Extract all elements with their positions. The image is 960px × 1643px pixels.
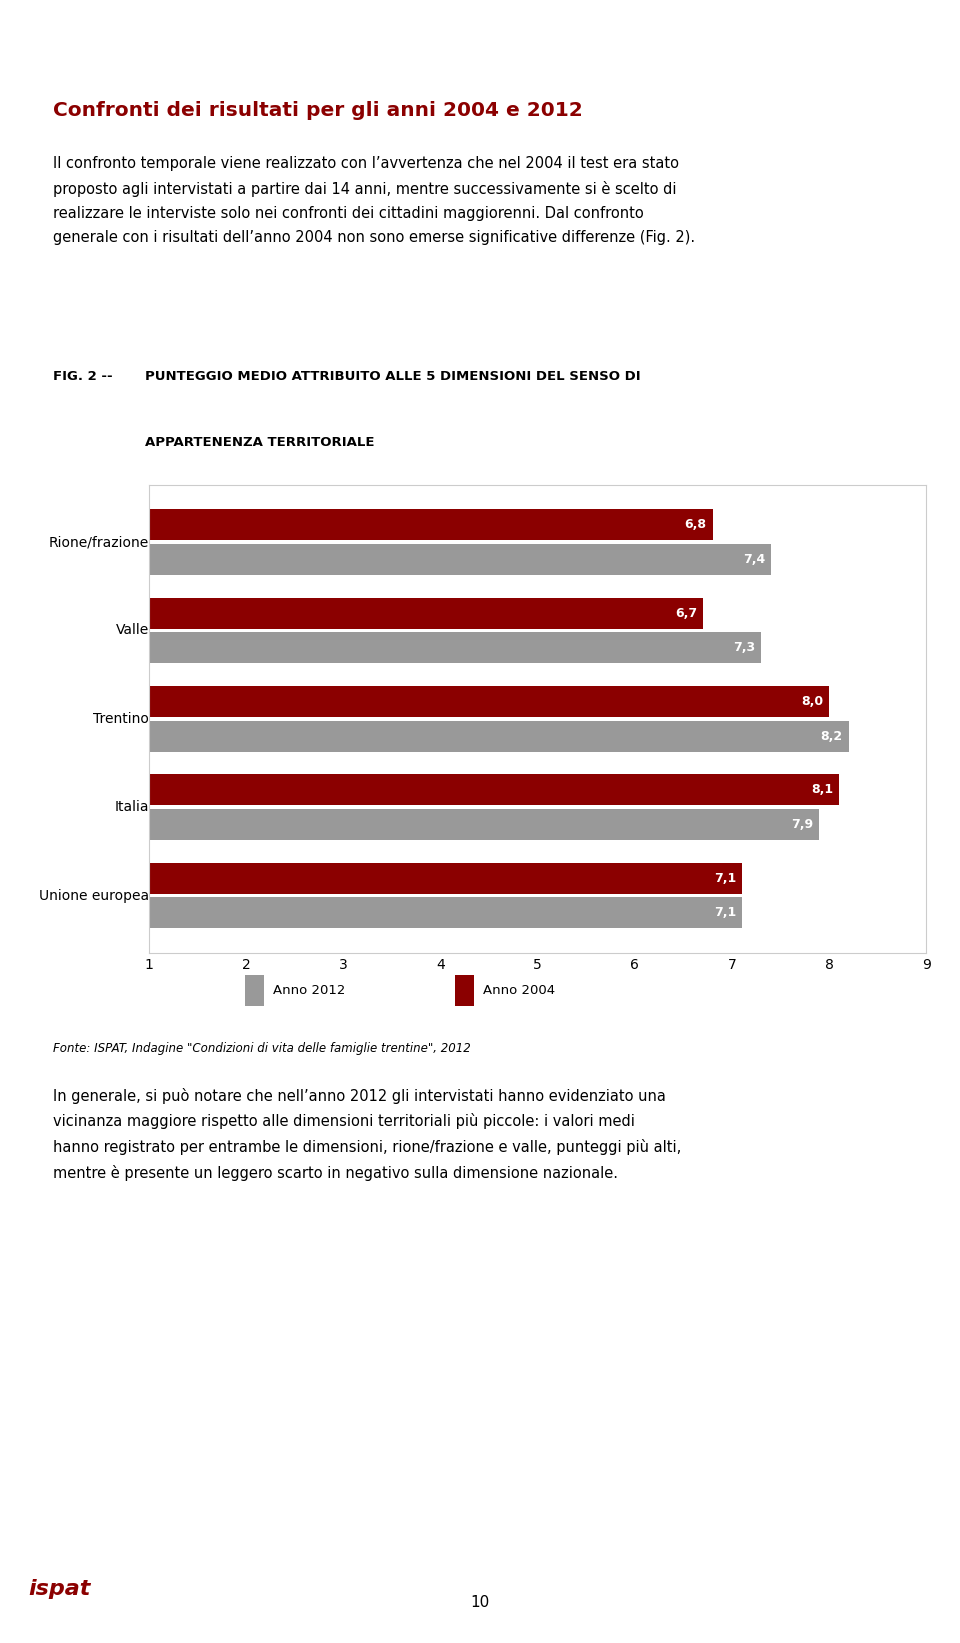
Text: 6,7: 6,7 [675,606,697,619]
Text: 6,8: 6,8 [684,519,707,531]
Text: 7,1: 7,1 [713,872,736,886]
Text: APPARTENENZA TERRITORIALE: APPARTENENZA TERRITORIALE [145,435,374,449]
Bar [245,976,264,1006]
Text: Unione europea: Unione europea [38,889,149,902]
Text: Anno 2004: Anno 2004 [483,984,555,997]
Bar [149,687,829,716]
Text: ispat: ispat [28,1579,90,1599]
Text: 8,2: 8,2 [821,729,843,743]
Text: Valle: Valle [115,623,149,637]
Bar [149,808,820,840]
Text: 8,0: 8,0 [802,695,824,708]
Text: 7,4: 7,4 [743,552,765,565]
Text: Il confronto temporale viene realizzato con l’avvertenza che nel 2004 il test er: Il confronto temporale viene realizzato … [53,156,695,245]
Text: Rione/frazione: Rione/frazione [49,536,149,549]
Bar [149,633,761,664]
Text: PUNTEGGIO MEDIO ATTRIBUITO ALLE 5 DIMENSIONI DEL SENSO DI: PUNTEGGIO MEDIO ATTRIBUITO ALLE 5 DIMENS… [145,370,640,383]
Bar [149,598,703,629]
Bar [149,721,849,751]
Bar [149,863,742,894]
Text: FIG. 2 --: FIG. 2 -- [53,370,112,383]
Text: In generale, si può notare che nell’anno 2012 gli intervistati hanno evidenziato: In generale, si può notare che nell’anno… [53,1088,681,1181]
Text: Anno 2012: Anno 2012 [273,984,346,997]
Text: Trentino: Trentino [93,711,149,726]
Text: Fonte: ISPAT, Indagine "Condizioni di vita delle famiglie trentine", 2012: Fonte: ISPAT, Indagine "Condizioni di vi… [53,1042,470,1055]
Text: Confronti dei risultati per gli anni 2004 e 2012: Confronti dei risultati per gli anni 200… [53,102,583,120]
Text: Italia: Italia [114,800,149,815]
Bar [149,544,771,575]
Text: 10: 10 [470,1595,490,1610]
Text: 7,9: 7,9 [792,818,814,831]
Bar [149,897,742,928]
Bar [149,774,839,805]
Text: 8,1: 8,1 [811,784,833,797]
Bar [149,509,712,541]
Text: 7,1: 7,1 [713,907,736,918]
Text: 7,3: 7,3 [733,641,756,654]
Bar [455,976,474,1006]
